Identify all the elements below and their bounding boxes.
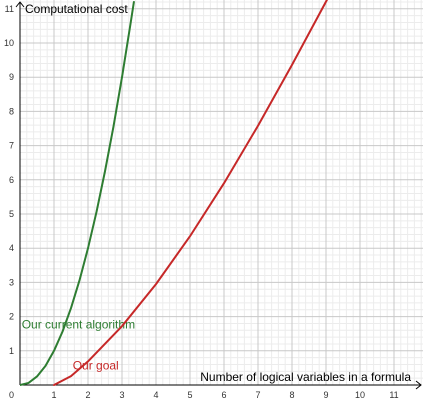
series-label-0: Our current algorithm: [22, 318, 135, 332]
x-tick-label: 5: [187, 390, 192, 400]
y-tick-label: 2: [9, 312, 14, 322]
x-tick-label: 11: [389, 390, 398, 400]
series-label-1: Our goal: [73, 359, 119, 373]
y-tick-label: 9: [9, 72, 14, 82]
series-line-1: [53, 0, 328, 386]
y-tick-label: 1: [9, 346, 14, 356]
x-axis-arrow: [415, 380, 422, 390]
y-tick-label: 5: [9, 209, 14, 219]
series-line-0: [20, 0, 135, 386]
x-tick-label: 2: [85, 390, 90, 400]
x-tick-label: 8: [289, 390, 294, 400]
x-tick-label: 1: [51, 390, 56, 400]
y-tick-label: 11: [5, 4, 14, 14]
y-tick-label: 6: [9, 175, 14, 185]
chart-axes: [15, 1, 422, 390]
y-tick-label: 7: [9, 141, 14, 151]
chart-grid: [20, 0, 423, 385]
y-axis-arrow: [15, 1, 25, 8]
x-tick-label: 9: [323, 390, 328, 400]
origin-label: 0: [9, 390, 14, 400]
x-tick-label: 7: [255, 390, 260, 400]
x-tick-label: 10: [355, 390, 365, 400]
series-lines: Our current algorithm Our goal: [20, 0, 328, 386]
y-tick-label: 10: [4, 38, 14, 48]
y-tick-label: 8: [9, 106, 14, 116]
y-tick-label: 3: [9, 277, 14, 287]
x-tick-label: 3: [119, 390, 124, 400]
y-axis-title: Computational cost: [25, 2, 128, 16]
x-tick-label: 4: [153, 390, 158, 400]
y-tick-label: 4: [9, 243, 14, 253]
x-tick-label: 6: [221, 390, 226, 400]
x-axis-title: Number of logical variables in a formula: [200, 370, 411, 384]
